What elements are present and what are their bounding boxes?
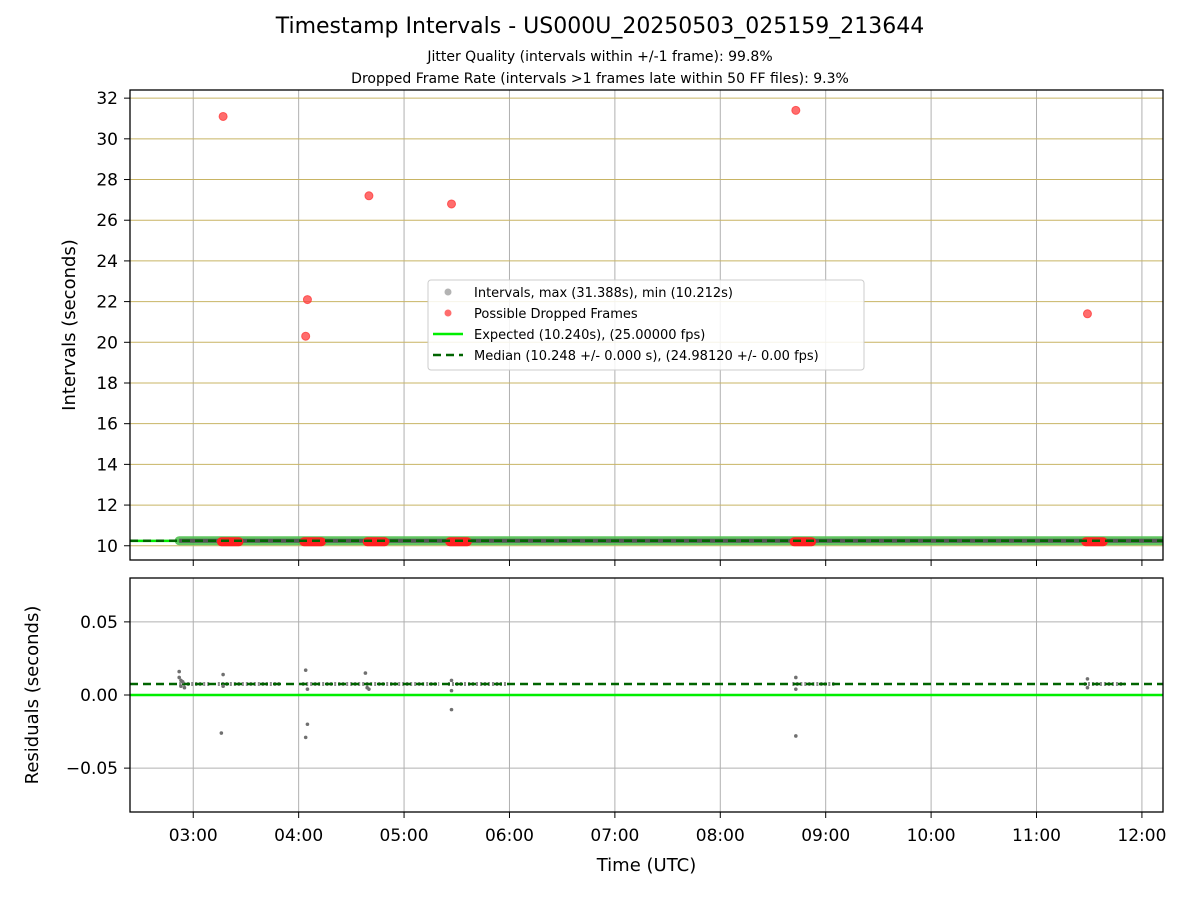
dropped-frame-point [218,111,228,121]
intervals-y-tick-label: 30 [96,130,118,150]
jitter-quality-subtitle: Jitter Quality (intervals within +/-1 fr… [427,49,773,65]
dropped-frame-point [446,199,456,209]
residuals-plot-layer [130,668,1163,740]
x-tick-label: 06:00 [485,826,534,846]
intervals-plot-layer [130,105,1163,547]
dropped-frame-rate-subtitle: Dropped Frame Rate (intervals >1 frames … [351,71,849,87]
legend-entry-label: Median (10.248 +/- 0.000 s), (24.98120 +… [474,349,819,364]
intervals-y-tick-label: 10 [96,537,118,557]
residual-point [182,685,187,690]
residual-point [303,668,308,672]
residual-point [219,731,224,735]
intervals-y-tick-label: 18 [96,374,118,394]
residual-point [367,687,371,691]
intervals-y-tick-label: 24 [96,252,118,272]
legend-dropped-marker [444,309,452,317]
legend-entry-label: Intervals, max (31.388s), min (10.212s) [474,286,733,301]
residual-point [305,722,310,727]
residual-point [221,684,225,689]
residual-point [305,687,310,691]
residual-point [794,675,798,680]
intervals-y-tick-label: 20 [96,333,118,353]
intervals-y-tick-label: 26 [96,211,118,231]
x-tick-label: 08:00 [696,826,745,846]
residuals-y-axis-label: Residuals (seconds) [22,606,43,785]
dropped-frame-point [364,191,374,201]
residual-point [1085,677,1090,681]
intervals-y-tick-label: 12 [96,496,118,516]
x-tick-label: 05:00 [380,826,429,846]
intervals-y-tick-label: 32 [96,89,118,109]
dropped-frame-point [301,331,311,341]
chart-title: Timestamp Intervals - US000U_20250503_02… [275,14,925,39]
dropped-frame-point [302,295,312,305]
legend-intervals-marker [444,288,452,296]
residual-point [180,680,185,684]
residual-point [363,671,368,675]
x-tick-label: 10:00 [907,826,956,846]
x-tick-label: 09:00 [801,826,850,846]
residual-point [303,735,308,740]
residual-point [794,687,798,691]
x-tick-label: 11:00 [1012,826,1061,846]
residuals-y-tick-label: 0.00 [80,686,118,706]
residual-point [449,707,454,712]
x-axis-label: Time (UTC) [596,855,697,876]
residual-point [449,688,454,693]
legend-entry-label: Possible Dropped Frames [474,307,638,322]
intervals-axes-frame [129,89,1164,561]
residual-point [177,669,181,674]
intervals-y-axis-label: Intervals (seconds) [59,239,80,411]
residual-point [221,672,225,677]
residuals-y-tick-label: −0.05 [66,759,118,779]
legend-entry-label: Expected (10.240s), (25.00000 fps) [474,328,705,343]
x-tick-label: 04:00 [274,826,323,846]
residuals-y-tick-label: 0.05 [80,613,118,633]
residual-point [449,678,454,683]
intervals-y-tick-label: 14 [96,455,118,475]
intervals-y-tick-label: 28 [96,171,118,191]
residual-point [179,684,183,689]
dropped-frame-point [791,105,801,115]
residual-point [177,675,181,680]
dropped-frame-point [1082,309,1092,319]
intervals-y-tick-label: 16 [96,415,118,435]
legend: Intervals, max (31.388s), min (10.212s) P… [427,279,865,371]
intervals-y-tick-label: 22 [96,293,118,313]
x-tick-label: 03:00 [169,826,218,846]
residual-point [1085,685,1090,690]
x-tick-label: 12:00 [1117,826,1166,846]
legend-box [427,279,865,371]
residual-point [794,734,798,738]
x-tick-label: 07:00 [590,826,639,846]
